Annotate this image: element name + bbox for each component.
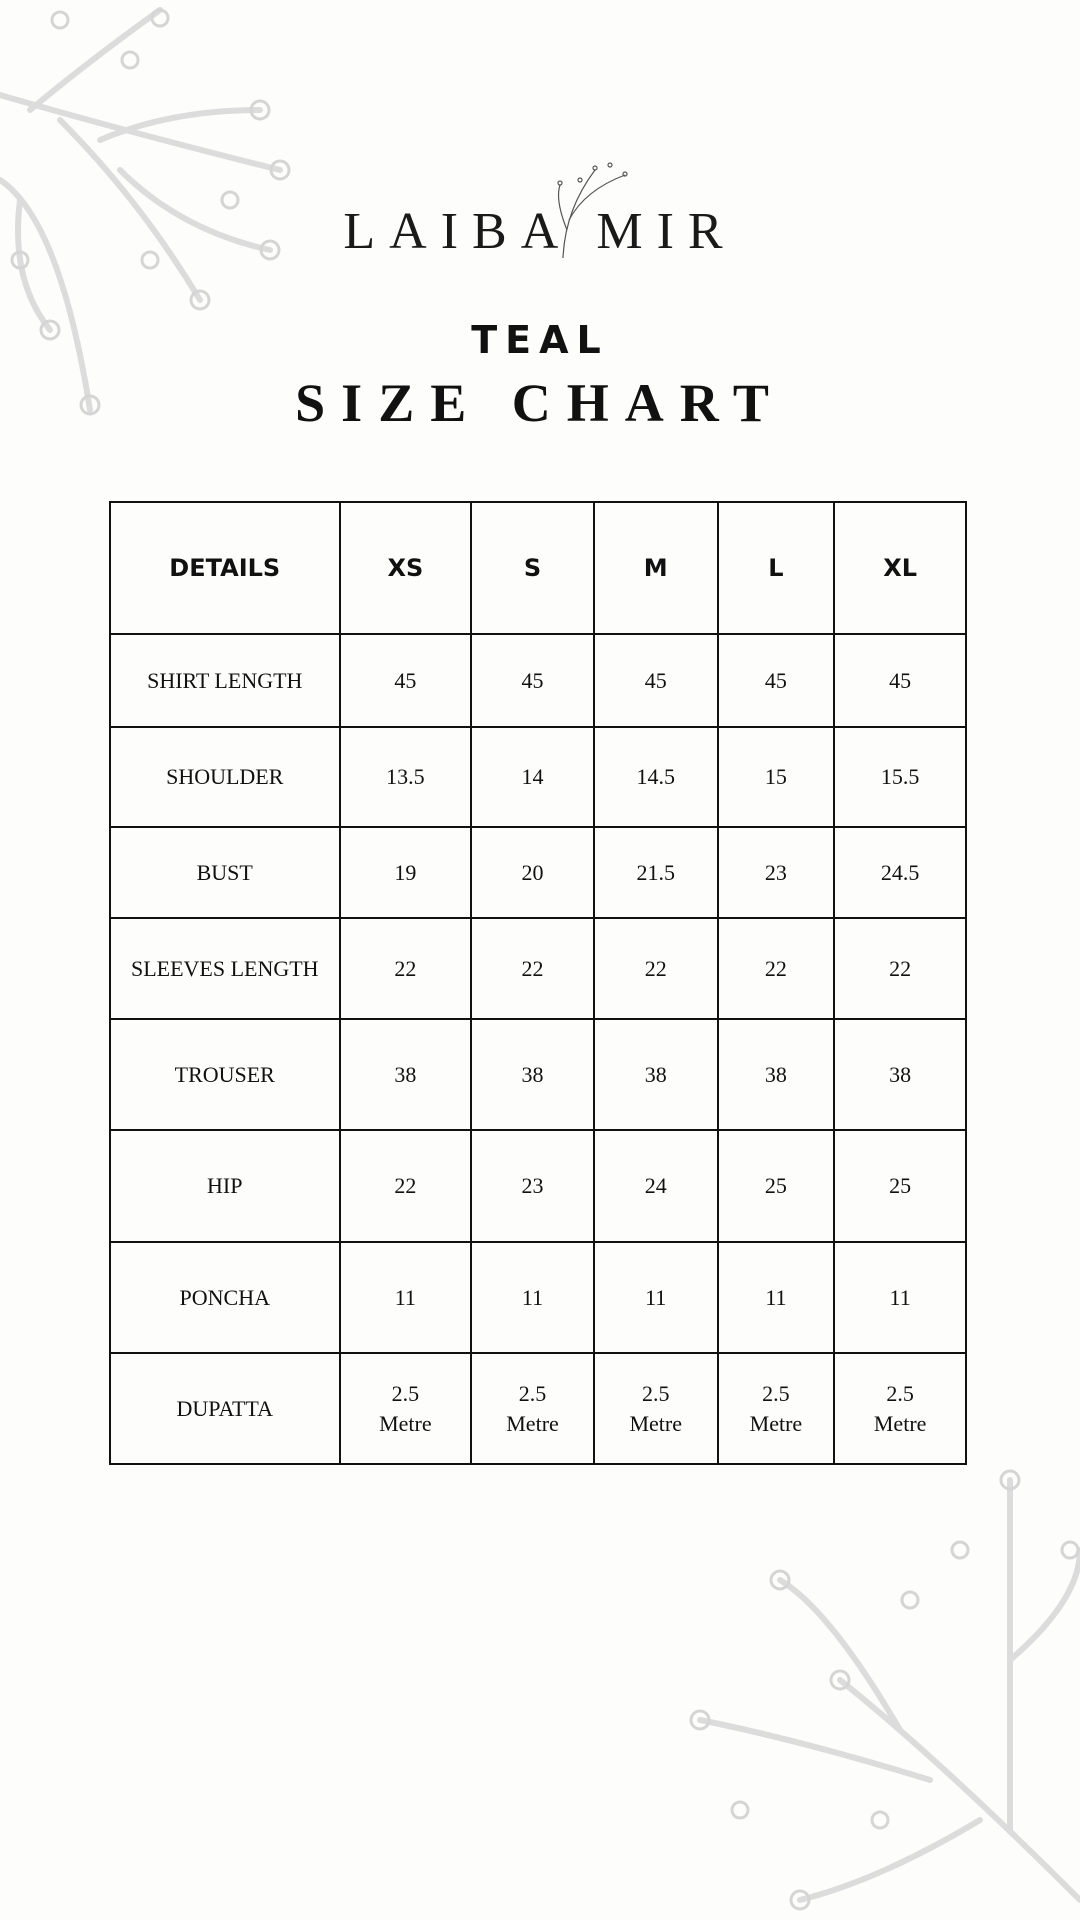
column-header: M xyxy=(592,501,719,635)
size-value: 2.5 Metre xyxy=(592,1352,719,1465)
size-value: 22 xyxy=(592,917,719,1020)
row-label: TROUSER xyxy=(109,1018,341,1131)
row-label: BUST xyxy=(109,826,341,919)
size-value: 15 xyxy=(716,726,836,828)
size-value: 38 xyxy=(338,1018,473,1131)
row-label: SHIRT LENGTH xyxy=(109,633,341,728)
size-value: 45 xyxy=(470,633,595,728)
size-value: 22 xyxy=(716,917,836,1020)
floral-branch-top-left-decoration xyxy=(0,7,291,416)
size-value: 2.5 Metre xyxy=(716,1352,836,1465)
row-label: DUPATTA xyxy=(109,1352,341,1465)
size-value: 2.5 Metre xyxy=(338,1352,473,1465)
size-value: 23 xyxy=(716,826,836,919)
brand-name: LAIBA MIR xyxy=(343,203,737,260)
size-value: 45 xyxy=(833,633,967,728)
row-label: HIP xyxy=(109,1129,341,1243)
size-value: 45 xyxy=(592,633,719,728)
size-value: 24.5 xyxy=(833,826,967,919)
size-value: 11 xyxy=(833,1241,967,1354)
table-row: HIP 22 23 24 25 25 xyxy=(109,1129,967,1243)
row-label: PONCHA xyxy=(109,1241,341,1354)
size-value: 19 xyxy=(338,826,473,919)
column-header: DETAILS xyxy=(109,501,341,635)
size-value: 38 xyxy=(716,1018,836,1131)
table-row: TROUSER 38 38 38 38 38 xyxy=(109,1018,967,1131)
size-value: 2.5 Metre xyxy=(833,1352,967,1465)
size-value: 14 xyxy=(470,726,595,828)
size-value: 2.5 Metre xyxy=(470,1352,595,1465)
size-value: 25 xyxy=(833,1129,967,1243)
row-label: SLEEVES LENGTH xyxy=(109,917,341,1020)
table-row: DUPATTA 2.5 Metre 2.5 Metre 2.5 Metre 2.5 Metre 2… xyxy=(109,1352,967,1465)
page-title: SIZE CHART xyxy=(295,373,785,433)
size-value: 22 xyxy=(470,917,595,1020)
size-value: 15.5 xyxy=(833,726,967,828)
row-label: SHOULDER xyxy=(109,726,341,828)
column-header: S xyxy=(470,501,595,635)
column-header: XL xyxy=(833,501,967,635)
table-row: SLEEVES LENGTH 22 22 22 22 22 xyxy=(109,917,967,1020)
size-value: 25 xyxy=(716,1129,836,1243)
size-value: 11 xyxy=(338,1241,473,1354)
size-value: 24 xyxy=(592,1129,719,1243)
size-chart-table: DETAILS XS S M L XL SHIRT LENGTH 45 45 45 45 45 SHO… xyxy=(109,501,967,1465)
table-row: BUST 19 20 21.5 23 24.5 xyxy=(109,826,967,919)
size-value: 22 xyxy=(338,917,473,1020)
table-row: SHIRT LENGTH 45 45 45 45 45 xyxy=(109,633,967,728)
table-row: SHOULDER 13.5 14 14.5 15 15.5 xyxy=(109,726,967,828)
size-value: 22 xyxy=(338,1129,473,1243)
column-header: XS xyxy=(338,501,473,635)
size-value: 38 xyxy=(592,1018,719,1131)
size-value: 20 xyxy=(470,826,595,919)
size-value: 11 xyxy=(470,1241,595,1354)
column-header: L xyxy=(716,501,836,635)
floral-branch-bottom-right-decoration xyxy=(689,1469,1080,1911)
size-value: 13.5 xyxy=(338,726,473,828)
size-value: 45 xyxy=(716,633,836,728)
brand-logo: LAIBA MIR xyxy=(0,150,1080,260)
collection-name: TEAL xyxy=(471,318,609,362)
size-value: 38 xyxy=(470,1018,595,1131)
table-header-row: DETAILS XS S M L XL xyxy=(109,501,967,635)
flower-sprig-icon xyxy=(557,162,628,259)
size-value: 11 xyxy=(716,1241,836,1354)
table-row: PONCHA 11 11 11 11 11 xyxy=(109,1241,967,1354)
size-value: 21.5 xyxy=(592,826,719,919)
size-value: 38 xyxy=(833,1018,967,1131)
size-value: 45 xyxy=(338,633,473,728)
size-value: 23 xyxy=(470,1129,595,1243)
size-value: 14.5 xyxy=(592,726,719,828)
size-value: 22 xyxy=(833,917,967,1020)
size-value: 11 xyxy=(592,1241,719,1354)
